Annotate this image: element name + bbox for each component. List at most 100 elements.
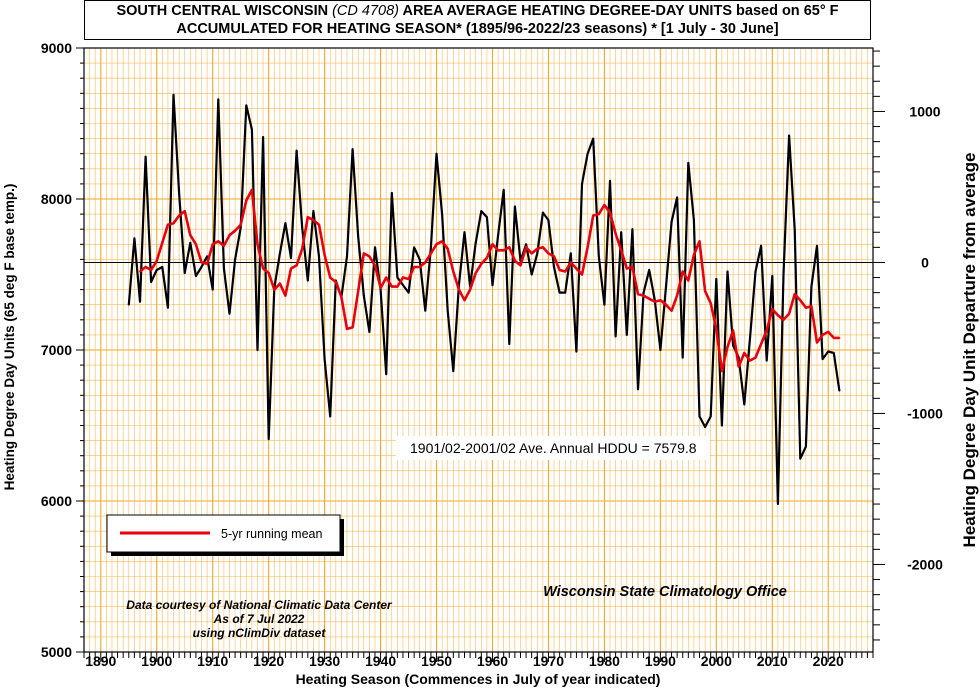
data-point-annual xyxy=(508,343,511,345)
data-point-annual xyxy=(547,219,550,222)
data-point-running_mean xyxy=(329,276,332,279)
data-point-annual xyxy=(782,273,785,276)
data-point-running_mean xyxy=(295,264,298,267)
y-tick-label-left: 7000 xyxy=(41,342,72,358)
data-point-running_mean xyxy=(228,234,231,237)
y-tick-label-left: 9000 xyxy=(41,40,72,56)
y-tick-label-left: 5000 xyxy=(41,644,72,660)
data-point-running_mean xyxy=(765,329,768,332)
data-point-annual xyxy=(390,192,393,194)
data-point-running_mean xyxy=(821,334,824,336)
data-point-annual xyxy=(693,219,695,222)
data-point-annual xyxy=(284,222,287,225)
data-point-annual xyxy=(133,237,136,240)
data-point-running_mean xyxy=(139,270,141,273)
data-point-running_mean xyxy=(732,329,735,332)
y-axis-label-left: Heating Degree Day Units (65 deg F base … xyxy=(2,184,17,491)
data-point-annual xyxy=(704,426,707,428)
data-point-running_mean xyxy=(357,290,360,293)
x-tick-label: 1900 xyxy=(141,653,172,669)
data-point-running_mean xyxy=(597,213,600,216)
data-point-annual xyxy=(167,306,169,309)
data-point-annual xyxy=(754,270,757,273)
data-point-running_mean xyxy=(256,243,259,246)
data-point-running_mean xyxy=(771,308,774,311)
data-point-annual xyxy=(374,246,376,249)
x-tick-label: 2000 xyxy=(701,653,732,669)
data-point-annual xyxy=(418,258,421,261)
x-axis-label: Heating Season (Commences in July of yea… xyxy=(296,671,661,687)
data-point-annual xyxy=(290,256,292,259)
data-point-annual xyxy=(301,226,304,229)
data-point-running_mean xyxy=(245,199,248,202)
data-point-annual xyxy=(329,415,332,418)
title-line-2: ACCUMULATED FOR HEATING SEASON* (1895/96… xyxy=(176,21,779,37)
data-point-running_mean xyxy=(497,249,499,252)
data-point-running_mean xyxy=(799,299,802,302)
data-point-running_mean xyxy=(452,270,455,273)
data-point-annual xyxy=(441,213,444,216)
data-point-running_mean xyxy=(413,266,416,268)
data-point-annual xyxy=(150,281,153,283)
data-point-running_mean xyxy=(262,267,264,270)
data-point-annual xyxy=(665,285,667,288)
data-point-annual xyxy=(715,278,718,280)
data-point-annual xyxy=(250,128,253,131)
data-point-running_mean xyxy=(754,356,757,359)
data-point-annual xyxy=(513,205,516,208)
data-point-annual xyxy=(234,258,236,261)
data-point-annual xyxy=(788,134,790,137)
data-point-annual xyxy=(502,189,505,191)
series-line-annual xyxy=(127,93,841,506)
data-point-annual xyxy=(603,303,606,306)
data-point-annual xyxy=(581,183,583,185)
series-line-running_mean xyxy=(139,188,840,373)
data-point-running_mean xyxy=(424,261,427,264)
data-point-annual xyxy=(228,312,231,315)
tick-labels: 1890 1900 1910 1920 1930 1940 1950 1960 1970 1980… xyxy=(41,40,943,669)
data-point-running_mean xyxy=(687,279,690,282)
data-point-running_mean xyxy=(390,285,393,288)
data-point-running_mean xyxy=(681,270,684,273)
data-point-running_mean xyxy=(323,253,326,256)
average-annotation: 1901/02-2001/02 Ave. Annual HDDU = 7579.… xyxy=(410,440,697,456)
data-point-annual xyxy=(838,389,841,392)
data-point-running_mean xyxy=(189,234,192,237)
x-tick-label: 1950 xyxy=(421,653,452,669)
legend: 5-yr running mean xyxy=(106,514,344,556)
data-point-running_mean xyxy=(693,253,695,256)
data-point-running_mean xyxy=(592,214,595,217)
data-point-running_mean xyxy=(525,246,527,249)
data-point-running_mean xyxy=(547,252,550,255)
data-point-annual xyxy=(256,349,259,351)
data-point-annual xyxy=(637,388,639,391)
y-tick-label-left: 8000 xyxy=(41,191,72,207)
series-lines xyxy=(127,93,841,506)
y-tick-label-right: 0 xyxy=(921,254,929,270)
data-point-running_mean xyxy=(463,299,466,302)
data-point-annual xyxy=(222,267,225,270)
data-point-running_mean xyxy=(318,223,320,226)
data-point-annual xyxy=(323,358,326,360)
data-point-annual xyxy=(558,291,561,294)
data-point-annual xyxy=(402,284,404,286)
data-point-running_mean xyxy=(508,246,511,249)
data-point-running_mean xyxy=(631,266,634,268)
data-point-annual xyxy=(832,352,835,354)
data-point-running_mean xyxy=(793,293,796,296)
data-point-annual xyxy=(485,216,488,219)
data-point-running_mean xyxy=(183,210,186,212)
data-point-annual xyxy=(642,291,645,294)
data-point-running_mean xyxy=(558,269,561,271)
data-point-annual xyxy=(206,255,209,258)
data-point-running_mean xyxy=(676,294,679,297)
data-point-annual xyxy=(776,503,779,505)
data-point-running_mean xyxy=(306,216,309,219)
data-point-annual xyxy=(161,266,164,268)
x-tick-label: 2010 xyxy=(757,653,788,669)
data-point-running_mean xyxy=(653,300,656,303)
data-point-running_mean xyxy=(642,294,645,297)
data-point-annual xyxy=(553,266,555,268)
data-point-annual xyxy=(357,235,360,238)
